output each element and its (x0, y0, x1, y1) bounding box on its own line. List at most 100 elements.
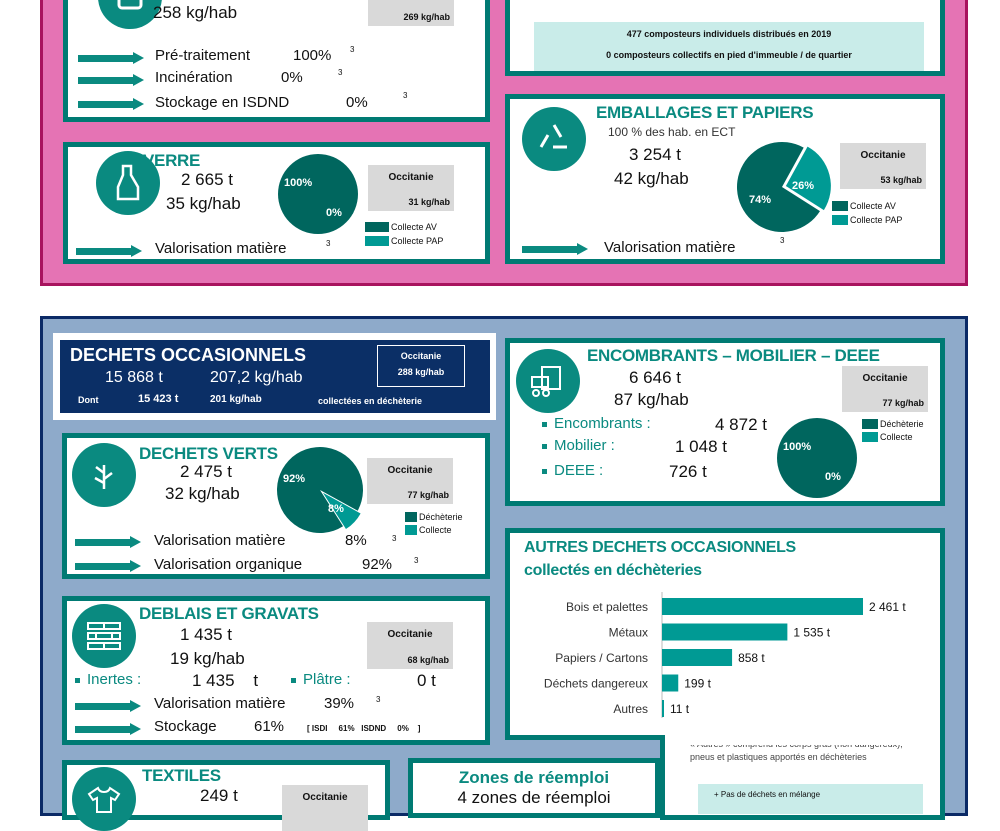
pie-label: 0% (326, 207, 342, 219)
footnote: 3 (414, 556, 419, 565)
arrow-icon (78, 74, 144, 86)
flow-label: Valorisation matière (155, 240, 287, 257)
bar-value-label: 199 t (684, 677, 711, 691)
stockage-detail: [ ISDI 61% ISDND 0% ] (307, 724, 421, 733)
occitanie-value: 53 kg/hab (880, 175, 922, 185)
occitanie-value: 77 kg/hab (882, 398, 924, 408)
pie-label: 0% (825, 471, 841, 483)
emballages-kg-hab: 42 kg/hab (614, 169, 689, 188)
footnote: 3 (392, 534, 397, 543)
verts-kg-hab: 32 kg/hab (165, 484, 240, 503)
bottle-icon (96, 151, 160, 215)
emballages-card: EMBALLAGES ET PAPIERS 100 % des hab. en … (505, 94, 945, 264)
footnote: 3 (376, 695, 381, 704)
bar-category-label: Autres (613, 702, 648, 716)
encombrants-tonnes: 6 646 t (629, 368, 681, 387)
legend-item: Collecte AV (832, 201, 896, 211)
verts-pie-chart: 92% 8% (277, 447, 363, 533)
flow-label: Stockage en ISDND (155, 94, 290, 111)
panel-seam (665, 735, 940, 745)
legend-item: Collecte PAP (365, 236, 443, 246)
encombrants-occitanie-box: Occitanie 77 kg/hab (842, 366, 928, 412)
omr-kg-hab: 258 kg/hab (153, 3, 238, 22)
flow-pct: 100% (293, 47, 332, 64)
occasionnels-title: DECHETS OCCASIONNELS (70, 345, 307, 365)
arrow-icon (75, 536, 141, 548)
encombrants-card: ENCOMBRANTS – MOBILIER – DEEE 6 646 t 87… (505, 338, 945, 506)
bar-value-label: 2 461 t (869, 600, 906, 614)
occitanie-label: Occitanie (387, 465, 433, 476)
arrow-icon (76, 245, 142, 257)
autres-bar-chart: Bois et palettes 2 461 t Métaux 1 535 t Papi… (544, 592, 906, 718)
occitanie-label: Occitanie (860, 150, 906, 161)
compost-collective: 0 composteurs collectifs en pied d'immeu… (606, 50, 852, 60)
occitanie-label: Occitanie (388, 172, 434, 183)
pie-slice (322, 492, 361, 530)
emballages-pie-chart: 74% 26% (737, 142, 831, 232)
bar (662, 598, 863, 615)
autres-title: AUTRES DECHETS OCCASIONNELS (524, 539, 796, 556)
textiles-tonnes: 249 t (200, 786, 238, 805)
flow-label: Pré-traitement (155, 47, 251, 64)
leaf-icon (72, 443, 136, 507)
emballages-occitanie-box: Occitanie 53 kg/hab (840, 143, 926, 189)
emballages-tonnes: 3 254 t (629, 145, 681, 164)
arrow-icon (75, 560, 141, 572)
verre-title: VERRE (143, 151, 201, 170)
autres-bullet: + Pas de déchets en mélange (698, 784, 923, 814)
platre-label: Plâtre : (291, 671, 351, 688)
flow-pct: 92% (362, 556, 393, 573)
compost-panel: 477 composteurs individuels distribués e… (534, 22, 924, 71)
deblais-occitanie-box: Occitanie 68 kg/hab (367, 622, 453, 669)
verts-tonnes: 2 475 t (180, 462, 232, 481)
bar (662, 649, 733, 666)
occitanie-label: Occitanie (387, 629, 433, 640)
verts-occitanie-box: Occitanie 77 kg/hab (367, 458, 453, 504)
bar (662, 700, 664, 717)
flow-label: Valorisation matière (154, 695, 286, 712)
verts-title: DECHETS VERTS (139, 444, 278, 463)
pie-label: 92% (283, 473, 305, 485)
footnote: 3 (350, 45, 355, 54)
legend-item: Déchèterie (862, 419, 924, 429)
occitanie-label: Occitanie (302, 792, 348, 803)
bar-category-label: Papiers / Cartons (555, 651, 648, 665)
tshirt-icon (72, 767, 136, 831)
bar-category-label: Métaux (609, 626, 648, 640)
dont-label: Dont (78, 395, 99, 405)
bricks-icon (72, 604, 136, 668)
item-label: Mobilier : (542, 437, 615, 454)
flow-pct: 0% (346, 94, 368, 111)
legend-item: Collecte PAP (832, 215, 902, 225)
verts-card: DECHETS VERTS 2 475 t 32 kg/hab 92% 8% Oc… (62, 433, 490, 579)
flow-label: Valorisation organique (154, 556, 303, 573)
pie-slice (737, 142, 820, 232)
autres-subtitle: collectés en déchèteries (524, 562, 702, 579)
dont-suffix: collectées en déchèterie (318, 396, 423, 406)
pie-slice (278, 154, 358, 234)
item-label: DEEE : (542, 462, 603, 479)
flow-label: Incinération (155, 69, 233, 86)
item-value: 726 t (669, 462, 707, 481)
pie-label: 74% (749, 194, 771, 206)
legend-item: Collecte (405, 525, 452, 535)
compost-card: 477 composteurs individuels distribués e… (505, 0, 945, 76)
bar-category-label: Bois et palettes (566, 600, 648, 614)
flow-pct: 39% (324, 695, 355, 712)
footnote: 3 (403, 91, 408, 100)
flow-pct: 8% (345, 532, 367, 549)
deblais-card: DEBLAIS ET GRAVATS 1 435 t 19 kg/hab Occ… (62, 596, 490, 745)
arrow-icon (78, 98, 144, 110)
omr-occitanie-box: 269 kg/hab (368, 0, 454, 26)
occasionnels-occitanie-box: Occitanie 288 kg/hab (377, 345, 465, 387)
ect-coverage: 100 % des hab. en ECT (608, 125, 736, 139)
bar (662, 623, 788, 641)
pie-label: 8% (328, 503, 344, 515)
dont-kg-hab: 201 kg/hab (210, 394, 262, 405)
arrow-icon (75, 700, 141, 712)
emballages-title: EMBALLAGES ET PAPIERS (596, 103, 814, 122)
flow-pct: 0% (281, 69, 303, 86)
reemploi-title: Zones de réemploi (458, 768, 610, 787)
deblais-kg-hab: 19 kg/hab (170, 649, 245, 668)
occitanie-label: Occitanie (862, 373, 908, 384)
